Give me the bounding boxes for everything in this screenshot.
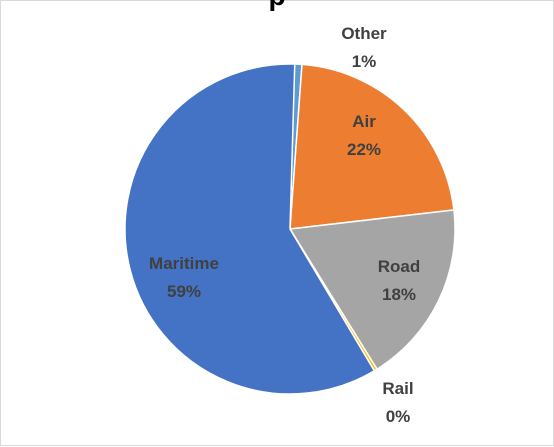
pie-slice-road bbox=[288, 209, 456, 371]
label-rail-name: Rail bbox=[382, 379, 413, 398]
chart-title: p bbox=[1, 0, 553, 12]
pie-labels: Other 1% Air 22% Road 18% Rail 0% Maritime 59% bbox=[149, 24, 420, 426]
label-air-name: Air bbox=[352, 112, 376, 131]
label-air-percent: 22% bbox=[347, 140, 381, 159]
pie-slices bbox=[124, 63, 456, 395]
pie-slice-air bbox=[289, 63, 455, 230]
label-maritime-name: Maritime bbox=[149, 254, 219, 273]
pie-slice-maritime bbox=[124, 63, 376, 395]
label-road-name: Road bbox=[378, 257, 421, 276]
label-maritime-percent: 59% bbox=[167, 282, 201, 301]
label-other-percent: 1% bbox=[352, 52, 377, 71]
label-road-percent: 18% bbox=[382, 285, 416, 304]
label-rail-percent: 0% bbox=[386, 407, 411, 426]
label-other-name: Other bbox=[341, 24, 387, 43]
